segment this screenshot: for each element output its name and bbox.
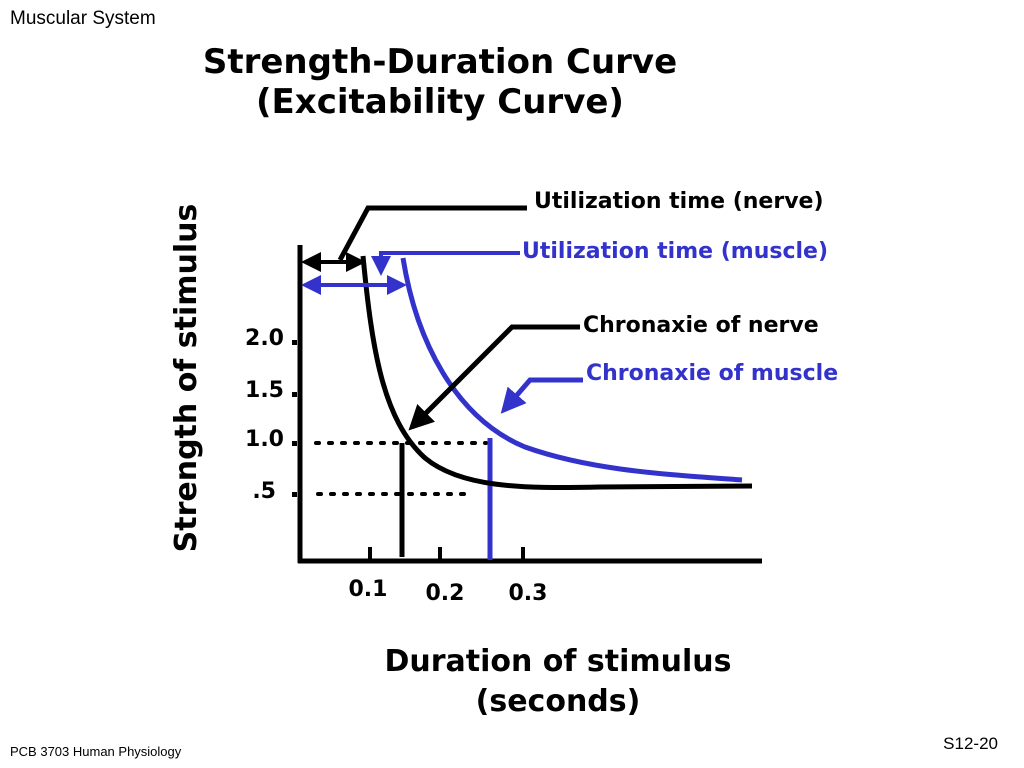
course-footer: PCB 3703 Human Physiology xyxy=(10,744,182,759)
slide-subtitle: (Excitability Curve) xyxy=(256,82,624,122)
y-tick-mark xyxy=(292,392,297,397)
y-tick-mark xyxy=(292,441,297,446)
y-tick-mark xyxy=(292,340,297,345)
chron-nerve-leader xyxy=(408,324,580,431)
util-muscle-label: Utilization time (muscle) xyxy=(522,239,828,264)
util-nerve-leader xyxy=(337,205,527,262)
chron-nerve-label: Chronaxie of nerve xyxy=(583,313,819,338)
muscle-curve xyxy=(400,257,743,483)
chron-muscle-label: Chronaxie of muscle xyxy=(586,361,838,386)
x-tick-label: 0.3 xyxy=(509,581,548,606)
y-axis-label: Strength of stimulus xyxy=(169,204,204,553)
y-tick-mark xyxy=(292,492,297,497)
y-tick-label: 1.0 xyxy=(245,427,284,452)
x-axis-label-units: (seconds) xyxy=(476,684,641,719)
x-tick-label: 0.2 xyxy=(426,581,465,606)
y-tick-label: 2.0 xyxy=(245,326,284,351)
section-header: Muscular System xyxy=(10,8,156,29)
chron-muscle-leader xyxy=(500,377,583,414)
util-muscle-leader xyxy=(371,251,520,276)
x-tick-label: 0.1 xyxy=(349,577,388,602)
nerve-curve xyxy=(360,255,753,491)
slide-title: Strength-Duration Curve xyxy=(202,42,678,82)
x-axis-label: Duration of stimulus xyxy=(384,644,731,679)
util-nerve-label: Utilization time (nerve) xyxy=(534,189,824,214)
slide-number: S12-20 xyxy=(943,734,998,753)
y-tick-label: 1.5 xyxy=(245,378,284,403)
y-tick-label: .5 xyxy=(252,479,276,504)
